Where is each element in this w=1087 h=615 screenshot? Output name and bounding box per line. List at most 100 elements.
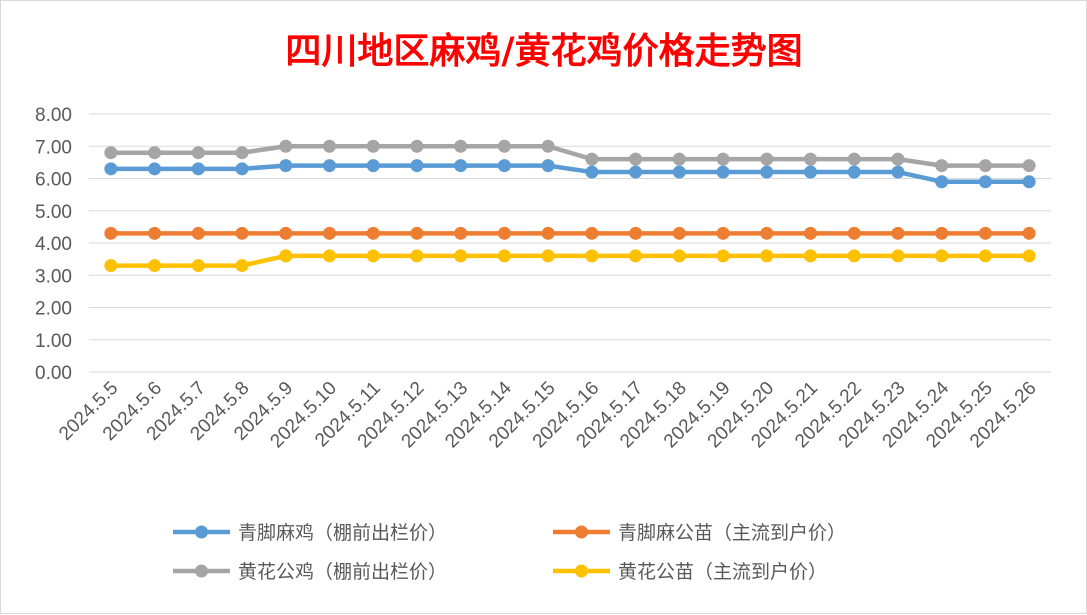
data-point	[454, 139, 468, 153]
data-point	[191, 259, 205, 273]
y-tick-label: 7.00	[35, 137, 72, 158]
data-point	[1022, 175, 1036, 189]
data-point	[410, 139, 424, 153]
data-point	[148, 259, 162, 273]
data-point	[629, 165, 643, 179]
y-axis-ticks: 0.00 1.00 2.00 3.00 4.00 5.00 6.00 7.00 8.00	[35, 105, 72, 384]
data-point	[672, 165, 686, 179]
data-point	[541, 226, 555, 240]
data-point	[497, 226, 511, 240]
y-tick-label: 8.00	[35, 105, 72, 126]
data-point	[891, 165, 905, 179]
data-point	[935, 226, 949, 240]
data-point	[891, 152, 905, 166]
y-tick-label: 6.00	[35, 170, 72, 191]
data-point	[541, 139, 555, 153]
data-point	[454, 159, 468, 173]
data-point	[716, 249, 730, 263]
data-point	[716, 152, 730, 166]
data-point	[935, 249, 949, 263]
data-point	[1022, 249, 1036, 263]
data-point	[148, 162, 162, 176]
data-point	[760, 226, 774, 240]
data-point	[148, 226, 162, 240]
data-point	[847, 226, 861, 240]
data-point	[235, 146, 249, 160]
data-point	[454, 249, 468, 263]
data-point	[978, 175, 992, 189]
data-point	[279, 226, 293, 240]
data-point	[935, 175, 949, 189]
legend-swatch-marker	[575, 525, 588, 539]
data-point	[497, 159, 511, 173]
data-point	[191, 146, 205, 160]
data-point	[148, 146, 162, 160]
data-point	[847, 249, 861, 263]
series-line	[110, 163, 1030, 184]
data-point	[672, 152, 686, 166]
legend-swatch-marker	[195, 525, 208, 539]
data-point	[891, 226, 905, 240]
data-point	[847, 165, 861, 179]
series-line	[110, 253, 1030, 268]
legend-swatch-marker	[575, 564, 588, 578]
data-point	[804, 249, 817, 263]
data-point	[760, 249, 774, 263]
y-tick-label: 0.00	[35, 363, 72, 384]
data-point	[410, 249, 424, 263]
data-point	[935, 159, 949, 173]
data-point	[541, 249, 555, 263]
data-point	[760, 152, 774, 166]
data-point	[978, 159, 992, 173]
legend-label: 黄花公苗（主流到户价）	[618, 561, 827, 583]
data-point	[804, 152, 817, 166]
series-lines	[104, 139, 1036, 273]
data-point	[279, 139, 293, 153]
data-point	[716, 165, 730, 179]
y-tick-label: 2.00	[35, 299, 72, 320]
data-point	[279, 159, 293, 173]
data-point	[1022, 226, 1036, 240]
data-point	[585, 226, 599, 240]
data-point	[104, 259, 118, 273]
data-point	[497, 249, 511, 263]
data-point	[672, 226, 686, 240]
legend-label: 青脚麻公苗（主流到户价）	[618, 522, 846, 544]
data-point	[629, 226, 643, 240]
data-point	[104, 162, 118, 176]
data-point	[410, 159, 424, 173]
data-point	[191, 226, 205, 240]
data-point	[104, 146, 118, 160]
data-point	[323, 226, 336, 240]
data-point	[891, 249, 905, 263]
data-point	[235, 226, 249, 240]
data-point	[847, 152, 861, 166]
legend-swatch-marker	[195, 564, 208, 578]
data-point	[585, 165, 599, 179]
data-point	[235, 162, 249, 176]
y-tick-label: 4.00	[35, 234, 72, 255]
data-point	[585, 249, 599, 263]
legend-label: 青脚麻鸡（棚前出栏价）	[238, 522, 447, 544]
data-point	[497, 139, 511, 153]
data-point	[235, 259, 249, 273]
data-point	[585, 152, 599, 166]
data-point	[1022, 159, 1036, 173]
data-point	[804, 226, 817, 240]
y-tick-label: 3.00	[35, 266, 72, 287]
data-point	[323, 249, 336, 263]
y-tick-label: 5.00	[35, 202, 72, 223]
legend-label: 黄花公鸡（棚前出栏价）	[238, 561, 447, 583]
data-point	[454, 226, 468, 240]
data-point	[104, 226, 118, 240]
data-point	[541, 159, 555, 173]
data-point	[366, 249, 380, 263]
chart-title: 四川地区麻鸡/黄花鸡价格走势图	[285, 30, 802, 72]
y-tick-label: 1.00	[35, 331, 72, 352]
data-point	[191, 162, 205, 176]
data-point	[629, 249, 643, 263]
series-line	[110, 144, 1030, 168]
legend: 青脚麻鸡（棚前出栏价） 青脚麻公苗（主流到户价） 黄花公鸡（棚前出栏价） 黄花公苗（主…	[173, 522, 846, 583]
data-point	[672, 249, 686, 263]
